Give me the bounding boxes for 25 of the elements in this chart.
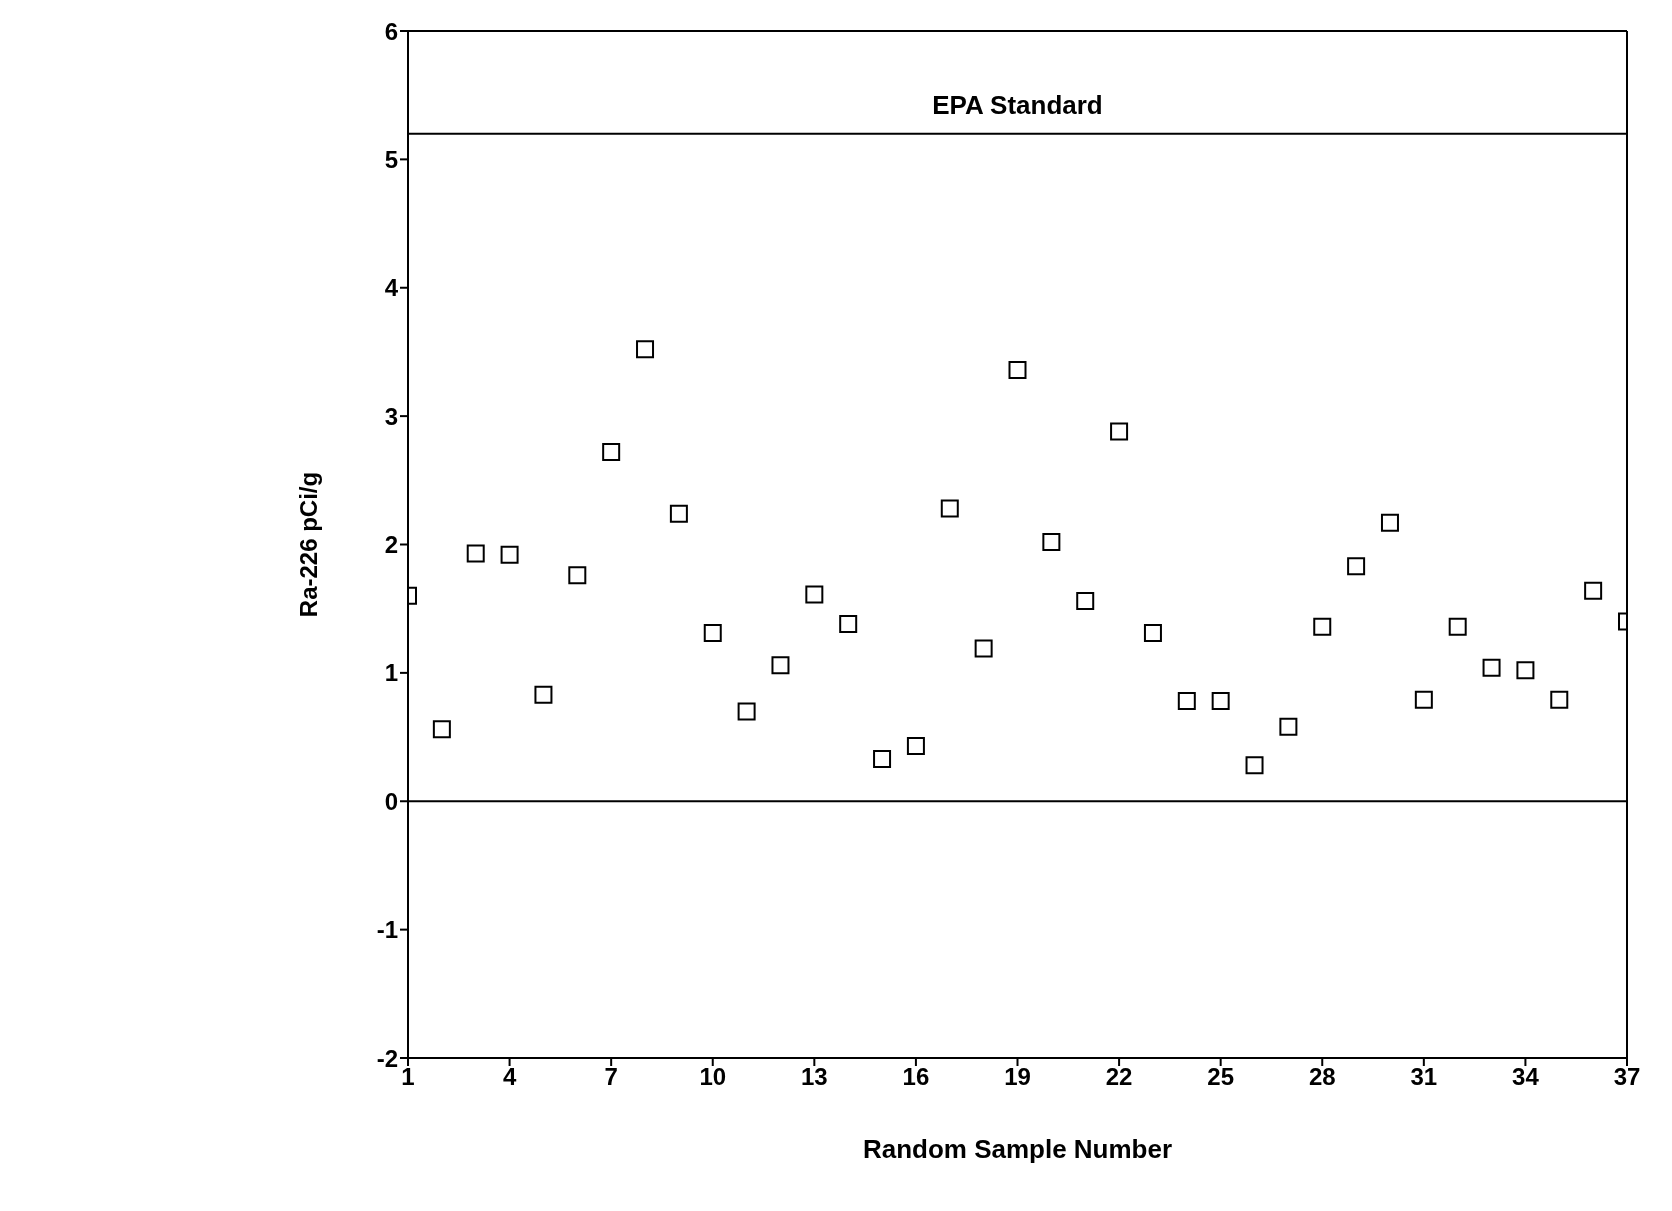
x-tick-label: 25: [1207, 1063, 1235, 1091]
x-tick-label: 34: [1512, 1063, 1540, 1091]
x-tick-label: 28: [1308, 1063, 1336, 1091]
x-tick-label: 37: [1613, 1063, 1641, 1091]
y-tick-label: 2: [384, 531, 398, 559]
x-tick-label: 13: [800, 1063, 828, 1091]
ref-line-label: EPA Standard: [932, 89, 1103, 120]
x-tick-label: 16: [902, 1063, 930, 1091]
x-axis-title: Random Sample Number: [862, 1134, 1173, 1164]
y-tick-label: 4: [384, 274, 399, 302]
x-tick-label: 1: [401, 1063, 415, 1091]
x-tick-label: 7: [604, 1063, 618, 1091]
x-tick-label: 10: [699, 1063, 727, 1091]
y-tick-label: 0: [384, 787, 398, 815]
x-tick-label: 22: [1105, 1063, 1133, 1091]
y-tick-label: 3: [384, 402, 398, 430]
y-tick-label: -2: [376, 1044, 398, 1072]
x-tick-label: 4: [502, 1063, 517, 1091]
y-tick-label: 1: [384, 659, 398, 687]
y-axis-title: Ra-226 pCi/g: [294, 471, 322, 618]
y-tick-label: -1: [376, 916, 398, 944]
y-tick-label: 6: [384, 17, 398, 45]
x-tick-label: 19: [1004, 1063, 1031, 1091]
y-tick-label: 5: [384, 145, 398, 173]
x-tick-label: 31: [1410, 1063, 1438, 1091]
